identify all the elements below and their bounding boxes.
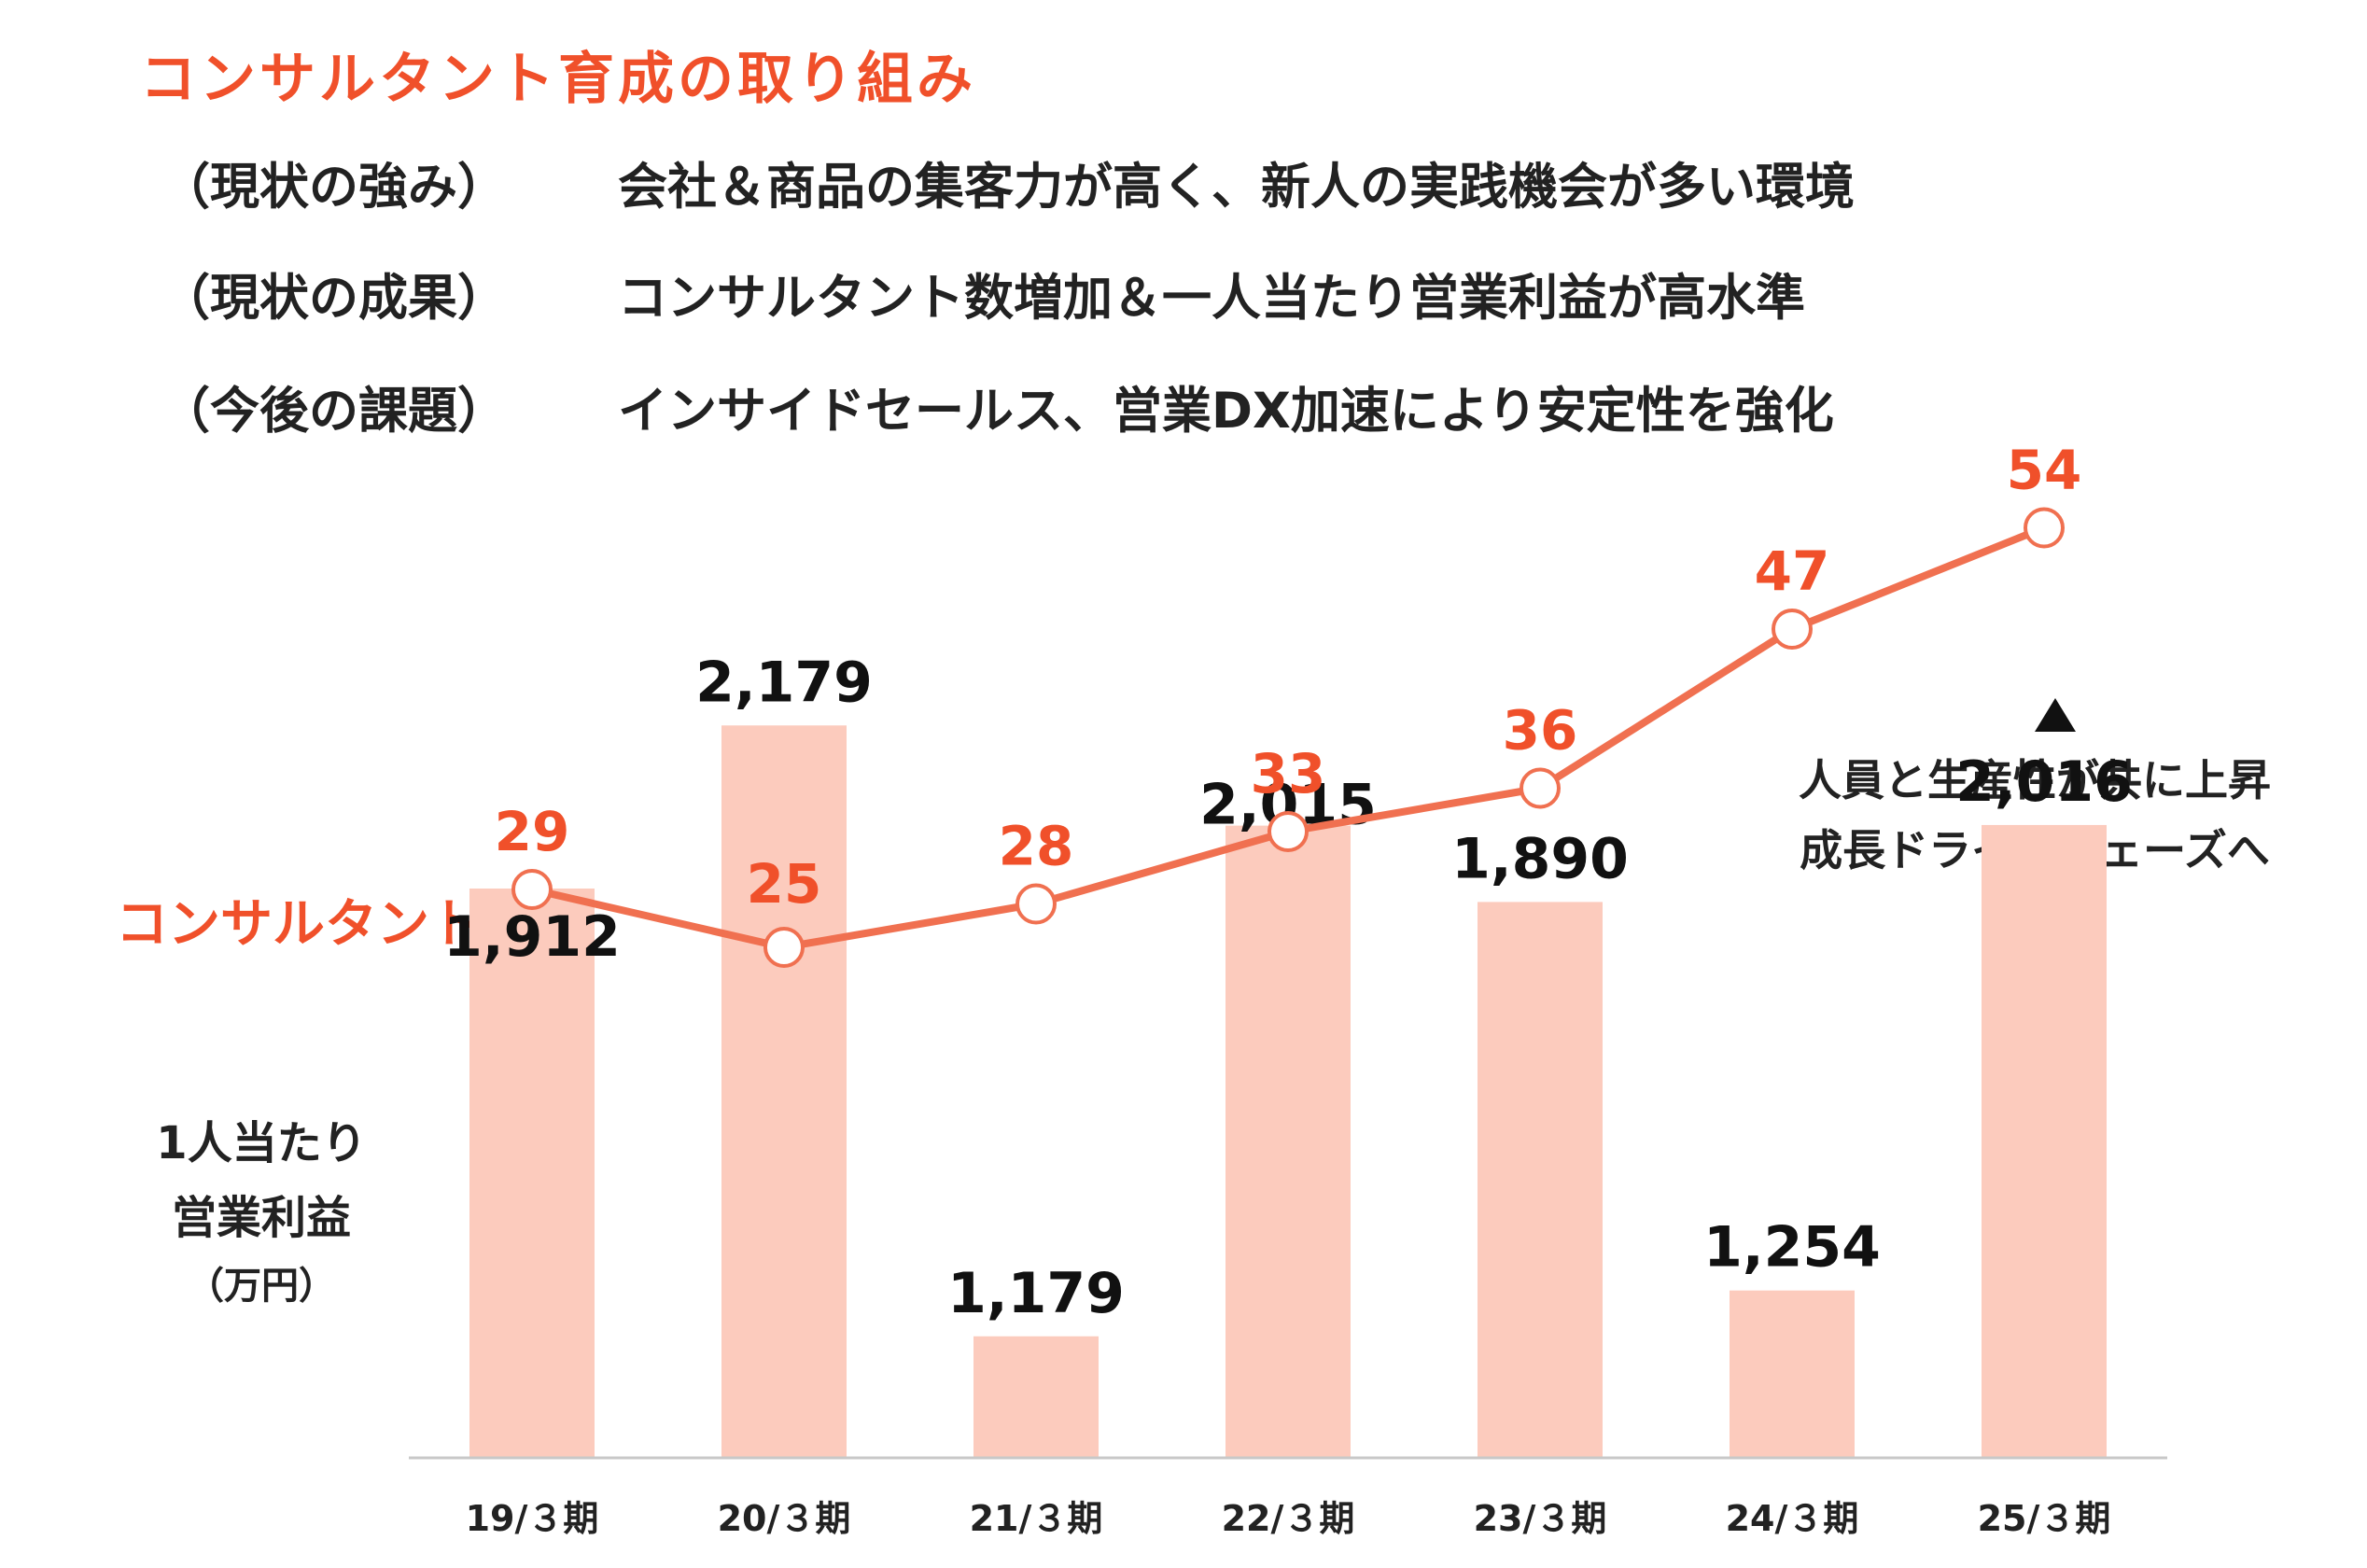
line-value-label: 25 (747, 852, 822, 916)
x-tick-label: 22/３期 (1222, 1498, 1355, 1539)
summary-text: 会社＆商品の集客力が高く、新人の実践機会が多い環境 (618, 159, 1855, 216)
bar (721, 725, 847, 1458)
x-tick-label: 23/３期 (1474, 1498, 1607, 1539)
bar-value-label: 1,890 (1451, 826, 1629, 891)
line-point (1520, 767, 1561, 809)
bar (1226, 825, 1351, 1458)
x-tick-label: 20/３期 (718, 1498, 851, 1539)
line-point (1015, 883, 1057, 925)
bar-axis-unit: （万円） (187, 1265, 336, 1308)
summary-label: （現状の成果） (161, 270, 507, 327)
bar (1478, 902, 1603, 1458)
line-series-label: コンサルタント数 (116, 894, 534, 955)
bar-axis-label-line2: 営業利益 (171, 1192, 351, 1244)
bar-value-label: 1,912 (443, 904, 621, 970)
line-value-label: 29 (495, 800, 570, 863)
page-title: コンサルタント育成の取り組み (140, 47, 976, 112)
bar-value-label: 1,254 (1703, 1215, 1881, 1281)
bar (1730, 1290, 1855, 1458)
line-point (763, 927, 805, 968)
line-value-label: 33 (1251, 742, 1326, 805)
x-tick-label: 19/３期 (466, 1498, 599, 1539)
summary-row-result: （現状の成果） コンサルタント数増加＆一人当たり営業利益が高水準 (161, 259, 1805, 329)
bar-value-label: 2,016 (1955, 749, 2133, 815)
line-point (1772, 609, 1813, 650)
x-tick-label: 25/３期 (1978, 1498, 2111, 1539)
bar-axis-label-line1: 1人当たり (156, 1117, 367, 1169)
summary-text: インサイドセールス、営業DX加速により安定性を強化 (618, 383, 1834, 440)
line-point (2024, 507, 2065, 549)
line-value-label: 36 (1503, 699, 1578, 763)
summary-row-strength: （現状の強み） 会社＆商品の集客力が高く、新人の実践機会が多い環境 (161, 147, 1855, 218)
bar-value-label: 2,179 (695, 650, 873, 715)
summary-text: コンサルタント数増加＆一人当たり営業利益が高水準 (618, 270, 1805, 327)
bar (469, 889, 595, 1458)
line-value-label: 47 (1755, 539, 1830, 603)
x-tick-label: 21/３期 (970, 1498, 1103, 1539)
bar-value-label: 1,179 (947, 1261, 1125, 1326)
line-point (511, 869, 553, 910)
summary-label: （今後の課題） (161, 383, 507, 440)
x-tick-label: 24/３期 (1726, 1498, 1859, 1539)
bar (973, 1336, 1099, 1458)
annotation-line1: 人員と生産性が共に上昇 (1799, 755, 2271, 805)
line-value-label: 28 (999, 815, 1074, 878)
bar (1982, 824, 2107, 1458)
summary-label: （現状の強み） (161, 159, 507, 216)
up-arrow-icon (2035, 698, 2076, 732)
line-value-label: 54 (2007, 439, 2082, 502)
summary-row-issue: （今後の課題） インサイドセールス、営業DX加速により安定性を強化 (161, 371, 1834, 442)
line-point (1268, 811, 1309, 852)
